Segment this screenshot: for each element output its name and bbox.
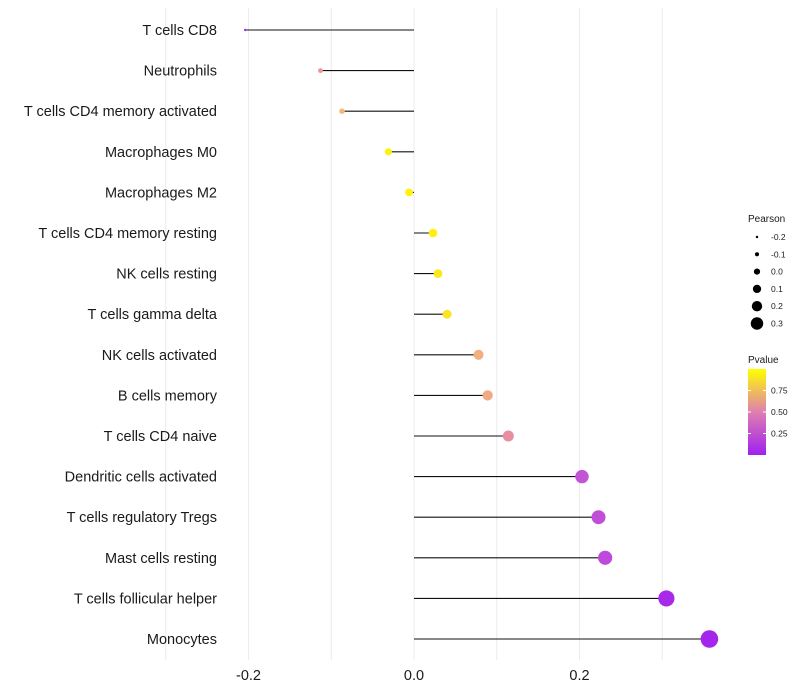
data-point (502, 430, 514, 442)
size-legend: Pearson -0.2 -0.1 0.0 0.1 0.2 0.3 (748, 214, 786, 330)
x-tick-label: 0.0 (404, 668, 424, 684)
color-legend: Pvalue 0.75 0.50 0.25 (748, 355, 788, 455)
category-label: Monocytes (147, 632, 217, 648)
size-legend-label: 0.2 (771, 301, 783, 311)
size-legend-key (753, 268, 761, 275)
category-label: T cells gamma delta (88, 307, 218, 323)
category-label: NK cells activated (102, 348, 217, 364)
size-legend-title: Pearson (748, 214, 785, 225)
size-legend-label: -0.2 (771, 232, 786, 242)
size-legend-key (752, 284, 762, 294)
x-tick-label: -0.2 (236, 668, 261, 684)
data-point (482, 390, 493, 401)
size-legend-key (755, 235, 759, 239)
color-legend-label: 0.50 (771, 407, 788, 417)
data-point (700, 630, 719, 648)
data-point (428, 228, 438, 238)
x-axis-ticks: -0.2 0.0 0.2 (236, 668, 590, 684)
category-label: T cells follicular helper (74, 591, 217, 607)
data-point (442, 309, 452, 319)
data-point (243, 28, 247, 32)
data-point (405, 188, 413, 197)
size-legend-key (751, 300, 763, 312)
category-label: T cells CD4 memory activated (24, 104, 217, 120)
color-legend-label: 0.25 (771, 429, 788, 439)
data-point (598, 550, 613, 565)
data-point (473, 349, 484, 360)
category-label: Macrophages M0 (105, 145, 217, 161)
size-legend-label: 0.0 (771, 267, 783, 277)
category-label: Macrophages M2 (105, 185, 217, 201)
data-point (575, 469, 589, 484)
size-legend-label: -0.1 (771, 249, 786, 259)
data-point (591, 510, 606, 525)
lollipop-stems (245, 29, 710, 640)
size-legend-label: 0.3 (771, 319, 783, 329)
lollipop-points (243, 28, 719, 648)
grid-lines (165, 8, 663, 660)
data-point (318, 68, 323, 74)
category-label: Neutrophils (144, 64, 217, 80)
category-labels: T cells CD8 Neutrophils T cells CD4 memory… (24, 23, 218, 648)
category-label: B cells memory (118, 388, 218, 404)
category-label: NK cells resting (116, 267, 217, 283)
data-point (384, 148, 392, 156)
color-legend-bar (748, 369, 766, 455)
category-label: Mast cells resting (105, 551, 217, 567)
x-tick-label: 0.2 (569, 668, 589, 684)
data-point (339, 108, 345, 114)
size-legend-label: 0.1 (771, 284, 783, 294)
data-point (433, 269, 443, 278)
data-point (658, 590, 675, 607)
color-legend-label: 0.75 (771, 386, 788, 396)
size-legend-key (754, 252, 760, 257)
category-label: Dendritic cells activated (65, 470, 217, 486)
category-label: T cells regulatory Tregs (67, 510, 217, 526)
category-label: T cells CD4 memory resting (38, 226, 217, 242)
size-legend-key (750, 317, 764, 330)
category-label: T cells CD4 naive (104, 429, 217, 445)
category-label: T cells CD8 (142, 23, 217, 39)
color-legend-title: Pvalue (748, 355, 779, 366)
